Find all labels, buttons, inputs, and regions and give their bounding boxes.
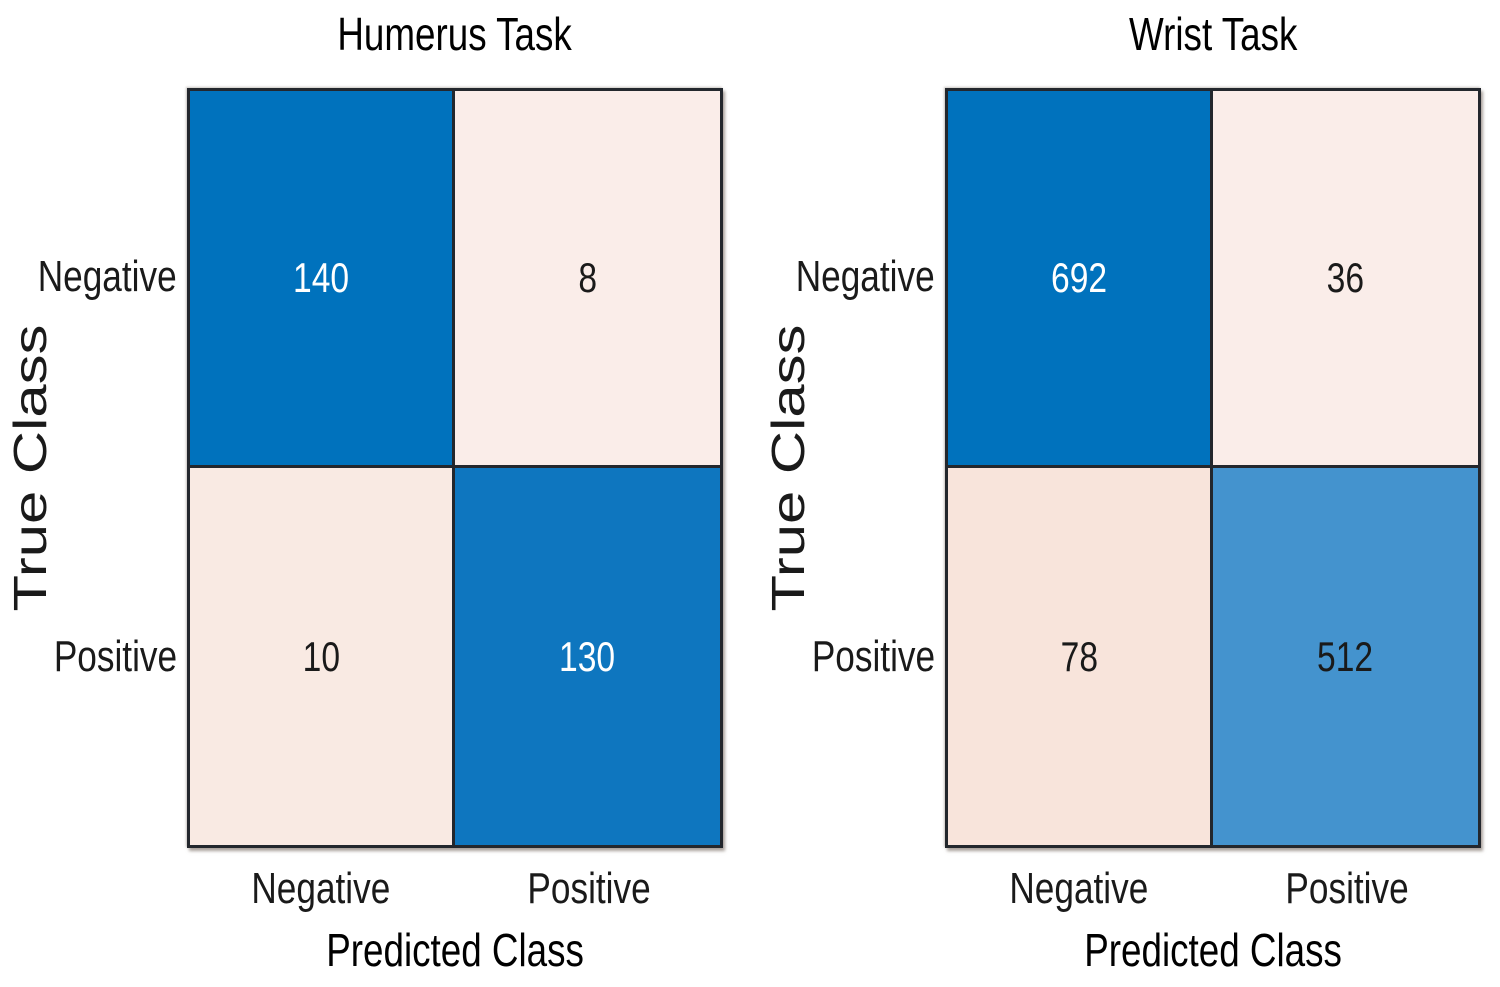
col-tick-negative-wrist: Negative	[1009, 864, 1149, 913]
row-tick-positive-wrist: Positive	[811, 632, 935, 681]
x-tick-labels-wrist: Negative Positive	[945, 862, 1481, 916]
x-tick-labels-humerus: Negative Positive	[187, 862, 723, 916]
row-tick-positive-humerus: Positive	[53, 632, 177, 681]
confusion-matrix-humerus: 140 8 10 130	[187, 88, 723, 848]
cell-value: 78	[1060, 632, 1098, 680]
cell-value: 692	[1050, 254, 1108, 301]
col-tick-positive-wrist: Positive	[1285, 864, 1409, 913]
chart-title-wrist: Wrist Task	[1128, 8, 1298, 60]
cell-wrist-true-positive: 512	[1213, 468, 1478, 845]
cell-value: 512	[1317, 632, 1374, 680]
cell-wrist-true-negative: 692	[948, 91, 1213, 468]
cell-wrist-false-negative: 78	[948, 468, 1213, 845]
cell-humerus-true-negative: 140	[190, 91, 455, 468]
confusion-matrix-wrist: 692 36 78 512	[945, 88, 1481, 848]
x-axis-label-wrist: Predicted Class	[1084, 924, 1342, 976]
x-axis-label-humerus: Predicted Class	[326, 924, 584, 976]
col-tick-positive-humerus: Positive	[527, 864, 651, 913]
cell-value: 140	[292, 254, 350, 301]
row-tick-negative-wrist: Negative	[796, 252, 935, 301]
cell-value: 8	[578, 254, 597, 301]
row-tick-negative-humerus: Negative	[38, 252, 177, 301]
cell-humerus-true-positive: 130	[455, 468, 720, 845]
wrist-task-panel: Wrist Task True Class Negative Positive …	[758, 0, 1500, 987]
cell-value: 36	[1326, 254, 1365, 301]
cell-humerus-false-positive: 8	[455, 91, 720, 468]
col-tick-negative-humerus: Negative	[251, 864, 391, 913]
cell-humerus-false-negative: 10	[190, 468, 455, 845]
humerus-task-panel: Humerus Task True Class Negative Positiv…	[0, 0, 742, 987]
cell-value: 10	[302, 632, 340, 680]
cell-value: 130	[559, 632, 616, 680]
chart-title-humerus: Humerus Task	[337, 8, 573, 60]
cell-wrist-false-positive: 36	[1213, 91, 1478, 468]
